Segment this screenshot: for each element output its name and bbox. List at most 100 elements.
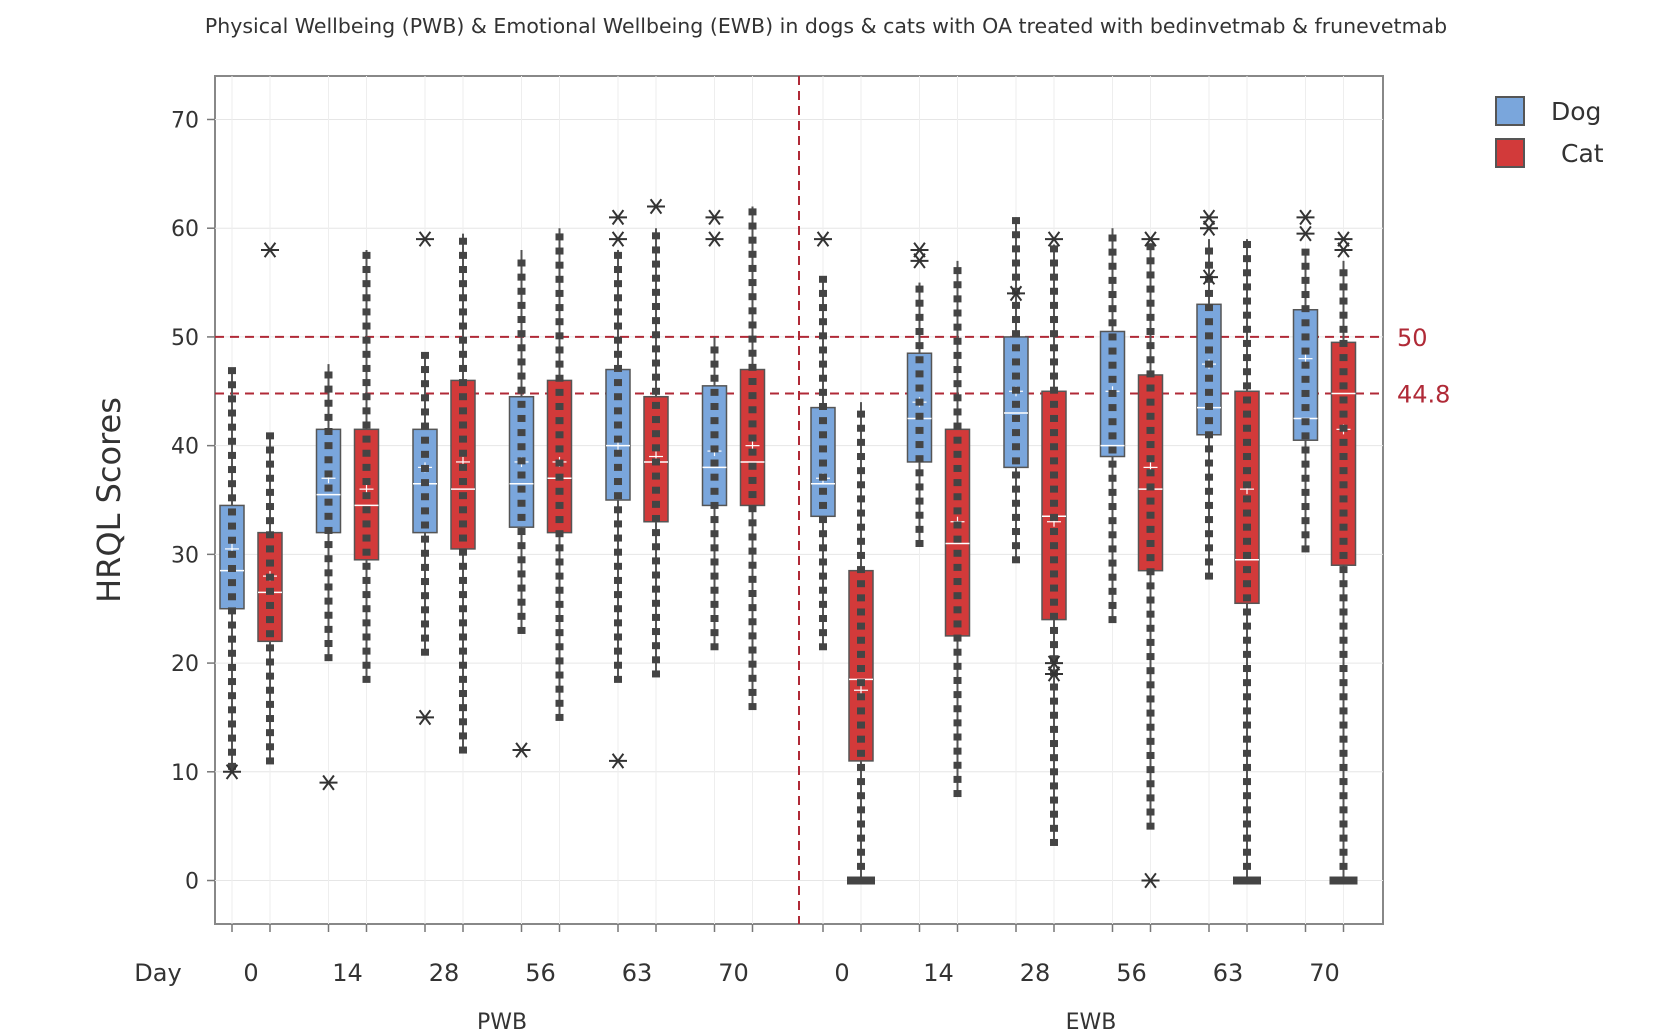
data-point-PWB-28-dog-1 [421, 634, 429, 642]
data-point-PWB-56-dog-25 [517, 273, 526, 281]
data-point-PWB-70-cat-8 [748, 589, 757, 597]
zero-cluster-EWB-70-cat [1329, 876, 1358, 885]
outlier-stroke-d2 [913, 242, 926, 258]
data-point-EWB-70-cat-30 [1339, 453, 1348, 461]
data-point-EWB-63-cat-17 [1243, 636, 1251, 644]
data-point-PWB-28-cat-2 [459, 718, 467, 726]
data-point-EWB-70-cat-32 [1339, 424, 1348, 432]
outlier-EWB-0-dog-0 [814, 231, 832, 247]
data-point-PWB-56-cat-1 [555, 699, 564, 707]
data-point-EWB-28-cat-16 [1050, 612, 1058, 620]
data-point-EWB-28-cat-23 [1050, 513, 1058, 521]
legend-item-dog[interactable]: Dog [1495, 90, 1604, 132]
data-point-EWB-0-dog-21 [819, 346, 827, 354]
data-point-EWB-70-dog-4 [1301, 488, 1310, 496]
data-point-PWB-0-dog-12 [228, 593, 236, 601]
data-point-EWB-70-cat-17 [1339, 636, 1348, 644]
data-point-EWB-0-cat-23 [857, 551, 865, 559]
data-point-PWB-0-dog-18 [228, 508, 236, 516]
data-point-PWB-56-dog-4 [517, 570, 526, 578]
data-point-PWB-70-cat-2 [748, 674, 757, 682]
data-point-PWB-63-dog-10 [614, 534, 622, 542]
data-point-PWB-0-dog-23 [228, 437, 236, 445]
data-point-EWB-63-dog-1 [1205, 558, 1213, 566]
data-point-EWB-0-dog-18 [819, 388, 827, 396]
data-point-PWB-70-cat-6 [748, 618, 757, 626]
data-point-PWB-56-dog-1 [517, 612, 526, 620]
data-point-EWB-14-dog-16 [915, 313, 924, 321]
data-point-EWB-56-cat-14 [1146, 624, 1155, 632]
data-point-PWB-70-cat-32 [748, 250, 757, 258]
outlier-stroke-d2 [649, 198, 663, 215]
data-point-EWB-63-dog-5 [1205, 501, 1213, 509]
data-point-PWB-70-dog-14 [710, 445, 719, 453]
data-point-PWB-70-cat-14 [748, 505, 757, 513]
data-point-PWB-63-cat-29 [652, 260, 660, 268]
outlier-PWB-14-dog-0 [319, 774, 338, 791]
data-point-EWB-14-cat-15 [953, 578, 962, 586]
data-point-PWB-63-dog-14 [614, 478, 622, 486]
data-point-EWB-70-cat-22 [1339, 566, 1348, 574]
outlier-stroke-d2 [611, 231, 625, 247]
data-point-PWB-14-cat-25 [362, 322, 371, 330]
data-point-EWB-63-dog-8 [1205, 459, 1213, 467]
outlier-PWB-63-dog-1 [609, 231, 627, 247]
box-PWB-56-dog [508, 249, 535, 758]
data-point-EWB-0-dog-14 [819, 445, 827, 453]
data-point-EWB-63-dog-16 [1205, 346, 1213, 354]
data-point-PWB-63-dog-25 [614, 322, 622, 330]
outlier-EWB-56-cat-1 [1141, 231, 1160, 247]
data-point-EWB-56-cat-11 [1146, 667, 1155, 675]
data-point-PWB-28-cat-3 [459, 704, 467, 712]
data-point-PWB-63-cat-13 [652, 486, 660, 494]
data-point-EWB-56-cat-41 [1146, 243, 1155, 251]
box-PWB-28-dog [412, 231, 438, 726]
data-point-PWB-63-cat-18 [652, 416, 660, 424]
data-point-PWB-56-cat-31 [555, 275, 564, 283]
y-axis-label: HRQL Scores [90, 397, 128, 603]
data-point-EWB-28-dog-22 [1012, 245, 1020, 253]
data-point-PWB-63-cat-22 [652, 359, 660, 367]
outlier-stroke-d2 [1047, 231, 1061, 247]
outlier-EWB-56-cat-0 [1141, 872, 1160, 889]
data-point-PWB-70-cat-7 [748, 604, 757, 612]
data-point-EWB-0-cat-3 [857, 834, 865, 842]
legend-item-cat[interactable]: Cat [1495, 132, 1604, 174]
data-point-EWB-56-cat-8 [1146, 709, 1155, 717]
data-point-PWB-28-cat-19 [459, 478, 467, 486]
data-point-EWB-0-cat-17 [857, 636, 865, 644]
data-point-PWB-0-cat-14 [266, 559, 274, 567]
data-point-PWB-56-cat-14 [555, 516, 564, 524]
data-point-PWB-0-dog-7 [228, 663, 236, 671]
data-point-PWB-28-dog-18 [421, 394, 429, 402]
data-point-PWB-14-dog-0 [324, 654, 333, 662]
data-point-EWB-14-cat-3 [953, 747, 962, 755]
data-point-PWB-63-dog-3 [614, 633, 622, 641]
data-point-EWB-14-cat-19 [953, 521, 962, 529]
data-point-PWB-14-dog-8 [324, 541, 333, 549]
data-point-EWB-56-cat-2 [1146, 794, 1155, 802]
data-point-EWB-70-cat-13 [1339, 693, 1348, 701]
data-point-EWB-56-cat-5 [1146, 751, 1155, 759]
data-point-EWB-28-cat-32 [1050, 386, 1058, 394]
data-point-EWB-56-dog-25 [1108, 262, 1117, 270]
data-point-PWB-63-dog-9 [614, 548, 622, 556]
data-point-PWB-0-cat-9 [266, 630, 274, 638]
data-point-EWB-14-cat-6 [953, 705, 962, 713]
data-point-EWB-0-cat-13 [857, 693, 865, 701]
data-point-PWB-56-cat-20 [555, 431, 564, 439]
data-point-PWB-0-dog-2 [228, 734, 236, 742]
data-point-PWB-70-cat-0 [748, 703, 757, 711]
box-EWB-70-cat [1329, 231, 1358, 885]
data-point-PWB-0-dog-28 [228, 367, 236, 375]
data-point-PWB-28-dog-2 [421, 620, 429, 628]
box-PWB-56-cat [546, 228, 573, 721]
data-point-EWB-70-dog-14 [1301, 347, 1310, 355]
data-point-EWB-63-cat-39 [1243, 325, 1251, 333]
data-point-EWB-0-cat-11 [857, 721, 865, 729]
data-point-PWB-14-cat-26 [362, 308, 371, 316]
data-point-PWB-0-dog-11 [228, 607, 236, 615]
data-point-PWB-70-cat-26 [748, 335, 757, 343]
data-point-EWB-63-cat-45 [1243, 241, 1251, 249]
